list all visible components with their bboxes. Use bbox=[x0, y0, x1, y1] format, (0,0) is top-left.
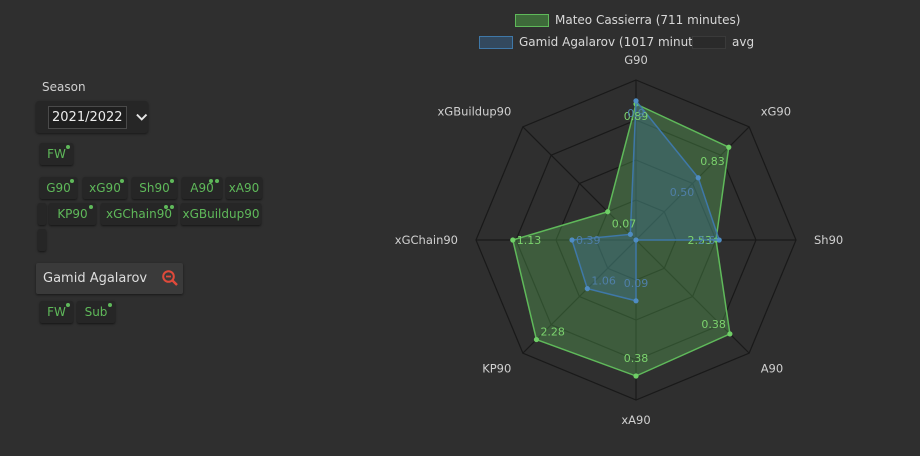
chevron-down-icon bbox=[135, 113, 147, 121]
series-point bbox=[533, 336, 540, 343]
data-label: 2.28 bbox=[540, 326, 565, 339]
legend-item-series2[interactable]: Gamid Agalarov (1017 minutes) bbox=[479, 35, 711, 49]
series-point bbox=[727, 331, 733, 337]
data-label: 0.89 bbox=[624, 110, 649, 123]
position-chip-fw[interactable]: FW bbox=[40, 143, 73, 165]
axis-label: xA90 bbox=[621, 413, 650, 427]
series-point bbox=[584, 286, 590, 292]
legend-swatch-avg bbox=[692, 35, 726, 49]
zoom-out-icon[interactable] bbox=[161, 269, 179, 287]
metric-chip-kp90[interactable]: KP90 bbox=[49, 203, 96, 225]
active-dot bbox=[215, 179, 219, 183]
series-point bbox=[716, 237, 722, 243]
data-label: 0.38 bbox=[701, 318, 726, 331]
data-label: 1.06 bbox=[591, 275, 616, 288]
data-label: 0.9 bbox=[627, 107, 645, 120]
season-label: Season bbox=[42, 80, 86, 94]
data-label: 0.09 bbox=[624, 277, 649, 290]
grid-spoke bbox=[522, 239, 637, 354]
grid-spoke bbox=[522, 126, 637, 241]
metric-chip-xgchain90[interactable]: xGChain90 bbox=[101, 203, 177, 225]
active-dot bbox=[108, 303, 112, 307]
axis-label: xGBuildup90 bbox=[437, 104, 511, 118]
active-dot bbox=[209, 179, 213, 183]
data-label: 1.13 bbox=[517, 234, 542, 247]
player-search-field[interactable]: Gamid Agalarov bbox=[36, 263, 183, 294]
player-name: Gamid Agalarov bbox=[43, 271, 148, 286]
active-dot bbox=[66, 145, 70, 149]
metric-chip-g90[interactable]: G90 bbox=[40, 177, 77, 199]
data-label: 0.50 bbox=[670, 186, 695, 199]
active-dot bbox=[170, 179, 174, 183]
season-value: 2021/2022 bbox=[48, 105, 127, 129]
series-point bbox=[627, 231, 633, 237]
series-point bbox=[726, 144, 732, 150]
legend-item-avg[interactable]: avg bbox=[692, 35, 754, 49]
axis-label: A90 bbox=[761, 362, 784, 376]
data-label: 0.39 bbox=[576, 234, 601, 247]
metric-chip-xa90[interactable]: xA90 bbox=[226, 177, 262, 199]
series-point bbox=[633, 98, 639, 104]
series-point bbox=[510, 237, 516, 243]
metric-chip-xg90[interactable]: xG90 bbox=[83, 177, 127, 199]
active-dot bbox=[70, 179, 74, 183]
active-dot bbox=[120, 179, 124, 183]
axis-label: KP90 bbox=[482, 362, 511, 376]
season-dropdown[interactable]: 2021/2022 bbox=[36, 101, 148, 133]
player-chip-sub[interactable]: Sub bbox=[77, 301, 115, 323]
series-point bbox=[633, 373, 639, 379]
controls-panel: Season 2021/2022 FW G90 xG90 Sh90 A90 xA… bbox=[0, 0, 300, 456]
data-label: 0.07 bbox=[612, 218, 637, 231]
metric-chip-xgbuildup90[interactable]: xGBuildup90 bbox=[181, 203, 261, 225]
chip-empty[interactable] bbox=[38, 203, 46, 225]
data-label: 0.83 bbox=[700, 155, 725, 168]
active-dot bbox=[89, 205, 93, 209]
data-label: 2.6 bbox=[698, 234, 716, 247]
legend-item-series1[interactable]: Mateo Cassierra (711 minutes) bbox=[515, 13, 740, 27]
metric-chip-sh90[interactable]: Sh90 bbox=[132, 177, 177, 199]
data-label: 0.38 bbox=[624, 352, 649, 365]
data-label: 2.53 bbox=[688, 234, 713, 247]
legend-swatch-green bbox=[515, 13, 549, 27]
axis-label: xGChain90 bbox=[395, 233, 458, 247]
series-point bbox=[605, 209, 611, 215]
series-point bbox=[569, 237, 575, 243]
axis-label: xG90 bbox=[761, 104, 791, 118]
series-point bbox=[633, 298, 639, 304]
axis-label: G90 bbox=[624, 53, 648, 67]
series-point bbox=[695, 175, 701, 181]
axis-label: Sh90 bbox=[814, 233, 843, 247]
chip-empty[interactable] bbox=[38, 229, 46, 251]
active-dot bbox=[66, 303, 70, 307]
active-dot bbox=[164, 205, 168, 209]
series-point bbox=[633, 237, 639, 243]
legend-swatch-blue bbox=[479, 35, 513, 49]
active-dot bbox=[170, 205, 174, 209]
player-chip-fw[interactable]: FW bbox=[40, 301, 73, 323]
metric-chip-a90[interactable]: A90 bbox=[182, 177, 222, 199]
